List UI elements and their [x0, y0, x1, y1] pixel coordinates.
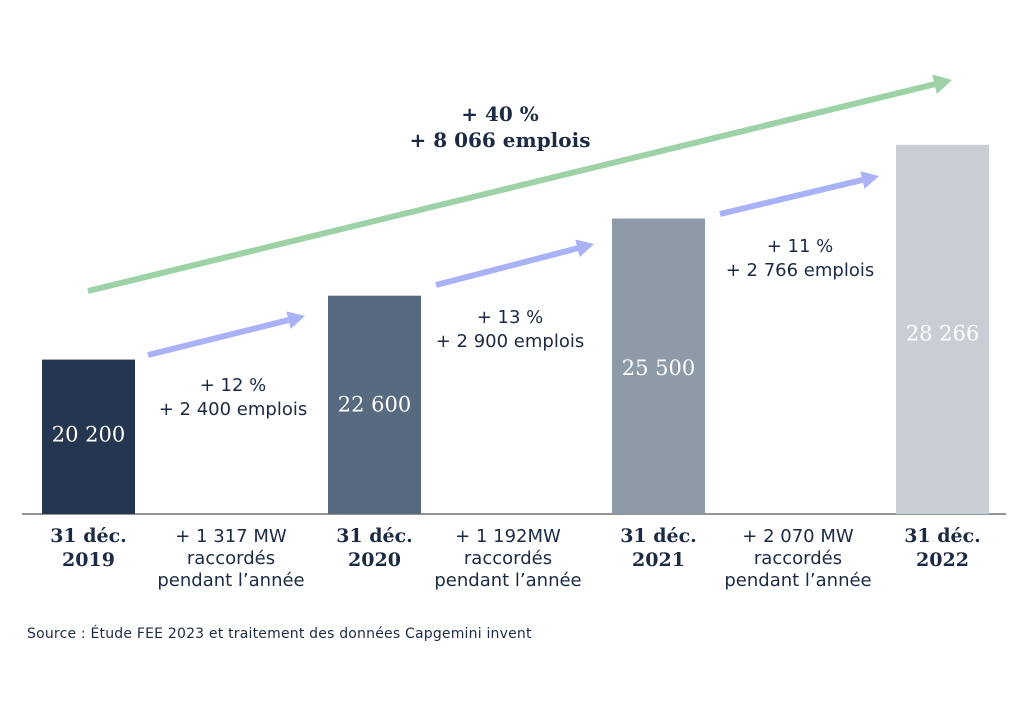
overall-label-1: + 8 066 emplois [410, 128, 591, 152]
interval-arrow-2-shaft [719, 177, 864, 217]
capacity-label-0-2: pendant l’année [157, 570, 304, 591]
category-label-3-1: 2022 [916, 549, 969, 571]
interval-arrow-2-head [860, 171, 879, 189]
source-note: Source : Étude FEE 2023 et traitement de… [27, 626, 532, 642]
growth-label-2-1: + 2 766 emplois [726, 260, 874, 281]
bar-2 [612, 218, 705, 514]
overall-arrow [87, 74, 952, 294]
capacity-label-1-0: + 1 192MW [455, 526, 561, 547]
bar-0 [42, 359, 135, 514]
growth-label-2-0: + 11 % [767, 236, 834, 257]
interval-arrow-0-head [286, 311, 305, 329]
bar-value-label-3: 28 266 [906, 322, 979, 346]
growth-label-1-1: + 2 900 emplois [436, 331, 584, 352]
interval-arrow-1-shaft [435, 245, 579, 288]
capacity-label-2-2: pendant l’année [724, 570, 871, 591]
capacity-label-2-1: raccordés [754, 548, 842, 569]
growth-label-0-1: + 2 400 emplois [159, 399, 307, 420]
category-label-2-1: 2021 [632, 549, 685, 571]
interval-arrow-1 [435, 239, 594, 288]
category-label-3-0: 31 déc. [904, 525, 981, 547]
interval-arrow-0-shaft [147, 317, 290, 358]
capacity-label-1-2: pendant l’année [434, 570, 581, 591]
overall-arrow-head [932, 74, 952, 94]
capacity-label-0-0: + 1 317 MW [175, 526, 287, 547]
overall-label-0: + 40 % [461, 102, 539, 126]
growth-label-0-0: + 12 % [200, 375, 267, 396]
capacity-label-1-1: raccordés [464, 548, 552, 569]
category-label-0-1: 2019 [62, 549, 115, 571]
category-label-0-0: 31 déc. [50, 525, 127, 547]
capacity-label-0-1: raccordés [187, 548, 275, 569]
capacity-label-2-0: + 2 070 MW [742, 526, 854, 547]
interval-arrow-0 [147, 311, 305, 358]
category-label-2-0: 31 déc. [620, 525, 697, 547]
category-label-1-0: 31 déc. [336, 525, 413, 547]
interval-arrow-2 [719, 171, 879, 217]
bar-value-label-2: 25 500 [622, 356, 695, 380]
growth-label-1-0: + 13 % [477, 307, 544, 328]
overall-arrow-shaft [87, 81, 936, 294]
bar-3 [896, 144, 989, 514]
interval-arrow-1-head [575, 239, 594, 257]
bar-1 [328, 295, 421, 514]
category-label-1-1: 2020 [348, 549, 401, 571]
bar-value-label-1: 22 600 [338, 392, 411, 416]
bar-value-label-0: 20 200 [52, 422, 125, 446]
